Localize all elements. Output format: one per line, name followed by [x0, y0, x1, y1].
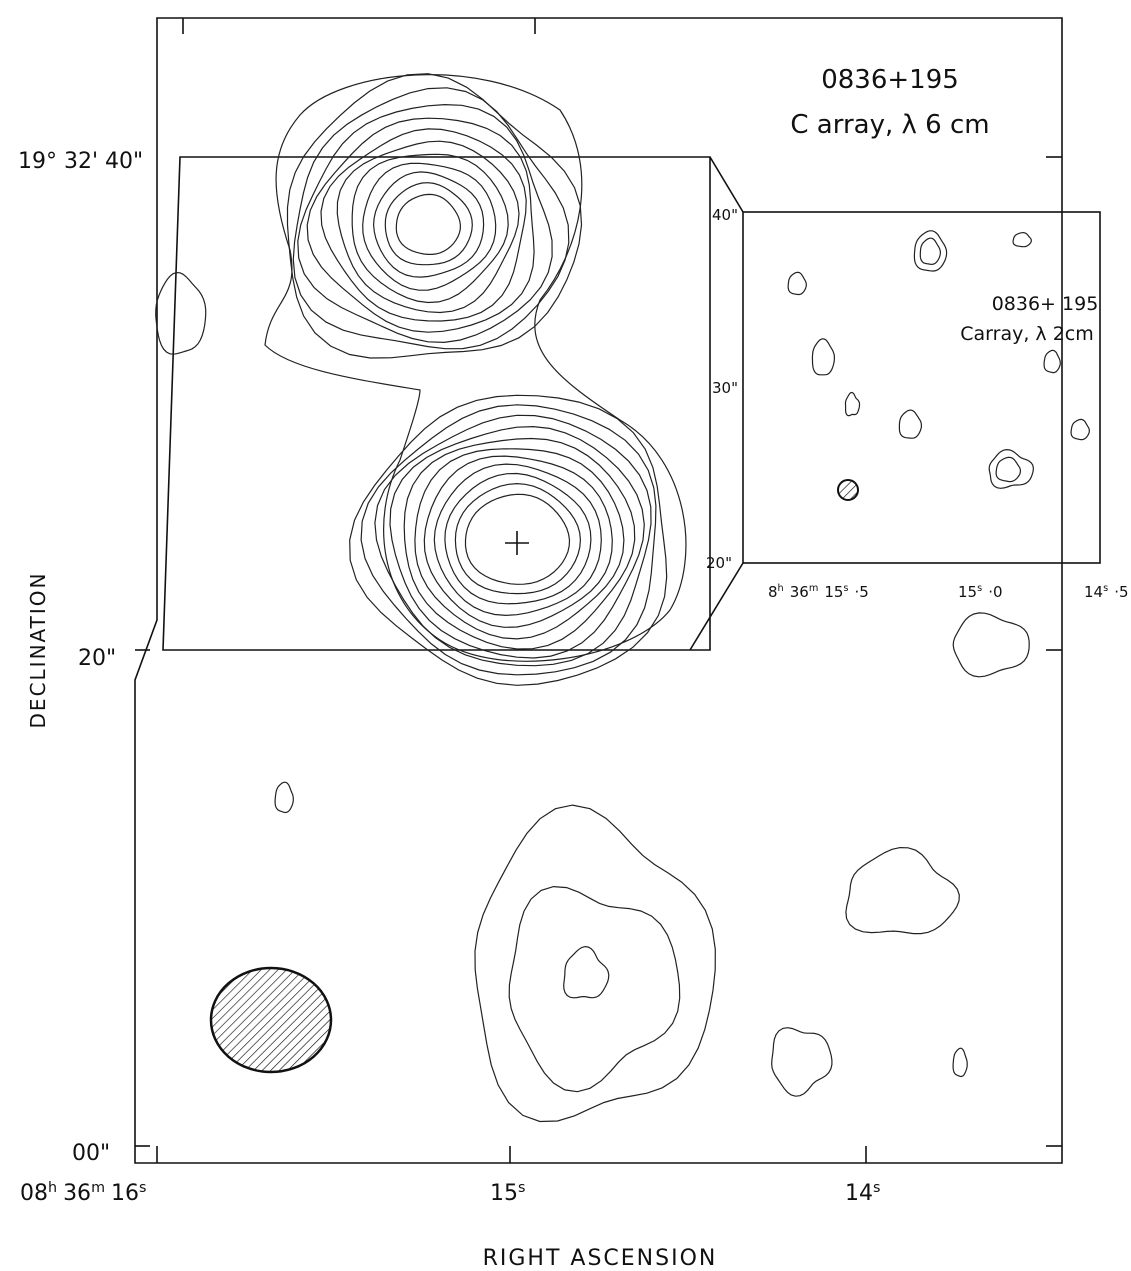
- superscript: m: [809, 583, 819, 594]
- subtitle: C array, λ 6 cm: [790, 110, 989, 140]
- contour: [424, 456, 612, 627]
- superscript: s: [977, 583, 982, 594]
- contour: [914, 231, 946, 271]
- contour: [509, 887, 680, 1092]
- contour: [337, 141, 519, 312]
- contour: [1013, 233, 1031, 247]
- y-axis-label: DECLINATION: [26, 572, 50, 729]
- contour: [375, 415, 651, 665]
- superscript: s: [139, 1180, 146, 1196]
- label-part: ·5: [1114, 583, 1128, 601]
- x-axis-label: RIGHT ASCENSION: [483, 1246, 718, 1271]
- label-part: 36: [790, 583, 809, 601]
- ra-label: 15s: [490, 1180, 525, 1206]
- contour: [1044, 350, 1060, 372]
- label-part: 14: [1084, 583, 1103, 601]
- inset-dec-label: 20": [706, 554, 732, 572]
- inset-ra-label: 14s ·5: [1084, 583, 1129, 601]
- contour: [788, 272, 806, 294]
- label-part: 15: [958, 583, 977, 601]
- contour: [846, 848, 959, 934]
- contour: [275, 782, 293, 812]
- label-part: 08: [20, 1181, 48, 1206]
- label-part: 15: [824, 583, 843, 601]
- contour: [1071, 419, 1089, 439]
- beam: [211, 968, 331, 1072]
- contour: [953, 1048, 967, 1076]
- inset-dec-label: 40": [712, 206, 738, 224]
- superscript: m: [91, 1180, 105, 1196]
- label-part: 15: [490, 1181, 518, 1206]
- superscript: s: [873, 1180, 880, 1196]
- contour: [772, 1028, 832, 1097]
- contour: [307, 118, 534, 332]
- contour: [288, 74, 582, 358]
- cross: [505, 531, 529, 555]
- contour: [846, 393, 860, 416]
- contours: [156, 74, 1090, 1122]
- figure: 0836+195 C array, λ 6 cm 0836+ 195 Carra…: [0, 0, 1131, 1271]
- superscript: h: [48, 1180, 57, 1196]
- contour: [564, 947, 609, 998]
- inset-beam: [838, 480, 858, 500]
- contour: [350, 395, 667, 685]
- label-part: 14: [845, 1181, 873, 1206]
- ra-label: 08h 36m 16s: [20, 1180, 146, 1206]
- label-part: ·5: [855, 583, 869, 601]
- contour: [396, 194, 460, 254]
- contour: [475, 805, 715, 1121]
- superscript: s: [1103, 583, 1108, 594]
- inset-ra-label: 8h 36m 15s ·5: [768, 583, 869, 601]
- label-part: 36: [63, 1181, 91, 1206]
- label-part: 8: [768, 583, 778, 601]
- ra-label: 14s: [845, 1180, 880, 1206]
- inset-title: 0836+ 195: [992, 293, 1099, 315]
- superscript: s: [843, 583, 848, 594]
- contour: [293, 88, 569, 349]
- contour: [374, 172, 484, 277]
- contour: [989, 450, 1033, 489]
- inset-dec-label: 30": [712, 379, 738, 397]
- dec-label: 19° 32' 40": [18, 149, 143, 174]
- inset-ra-label: 15s ·0: [958, 583, 1003, 601]
- label-part: 16: [111, 1181, 139, 1206]
- title: 0836+195: [821, 65, 959, 95]
- contour: [899, 410, 921, 438]
- inset-subtitle: Carray, λ 2cm: [960, 323, 1094, 345]
- contour: [156, 273, 206, 355]
- contour: [352, 154, 508, 302]
- superscript: s: [518, 1180, 525, 1196]
- contour: [953, 613, 1029, 677]
- inset-frame: [743, 212, 1100, 563]
- contour: [455, 484, 580, 594]
- dec-label: 00": [72, 1141, 110, 1166]
- superscript: h: [778, 583, 784, 594]
- contour: [920, 238, 940, 264]
- contour: [812, 339, 834, 375]
- dec-label: 20": [78, 646, 116, 671]
- zoom-box: [163, 157, 743, 650]
- contour: [298, 105, 552, 343]
- label-part: ·0: [988, 583, 1002, 601]
- contour: [415, 449, 624, 639]
- contour: [996, 457, 1020, 481]
